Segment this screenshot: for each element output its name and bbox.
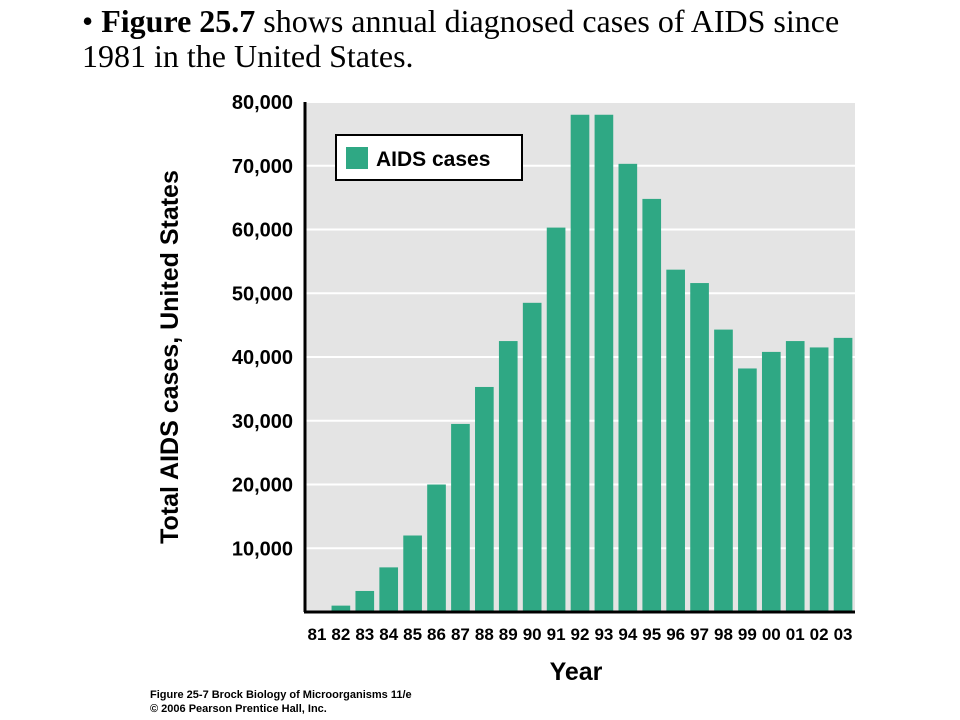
x-tick-label: 02 [810, 625, 829, 644]
x-tick-label: 92 [571, 625, 590, 644]
x-tick-label: 03 [834, 625, 853, 644]
bar [546, 227, 566, 612]
y-tick-label: 60,000 [232, 220, 293, 242]
bar [594, 114, 614, 612]
x-tick-label: 97 [690, 625, 709, 644]
x-tick-label: 00 [762, 625, 781, 644]
y-tick-label: 20,000 [232, 475, 293, 497]
y-tick-label: 70,000 [232, 156, 293, 178]
y-tick-label: 40,000 [232, 347, 293, 369]
figure-reference: Figure 25.7 [101, 3, 256, 39]
bar [714, 329, 733, 612]
x-tick-labels: 81 82 83 84 85 86 87 88 89 90 91 92 93 94 95 96 97 98 99 00… [307, 625, 852, 644]
credit-line-1: Figure 25-7 Brock Biology of Microorgani… [150, 689, 412, 701]
x-tick-label: 88 [475, 625, 494, 644]
bar [379, 567, 399, 612]
figure-credit: Figure 25-7 Brock Biology of Microorgani… [150, 688, 412, 716]
y-tick-label: 80,000 [232, 92, 293, 114]
x-tick-label: 83 [355, 625, 374, 644]
bar [355, 590, 375, 612]
x-tick-label: 81 [307, 625, 326, 644]
y-tick-label: 10,000 [232, 538, 293, 560]
bar [761, 351, 781, 612]
bar [833, 337, 853, 612]
y-tick-label: 50,000 [232, 283, 293, 305]
x-tick-label: 89 [499, 625, 518, 644]
x-tick-label: 93 [594, 625, 613, 644]
bar [331, 605, 351, 612]
bullet-glyph: • [82, 3, 94, 39]
bar [403, 535, 422, 612]
bar [451, 423, 470, 612]
x-tick-label: 95 [642, 625, 661, 644]
y-tick-label: 30,000 [232, 411, 293, 433]
x-axis-title: Year [550, 658, 603, 686]
x-tick-label: 87 [451, 625, 470, 644]
x-tick-label: 96 [666, 625, 685, 644]
x-tick-label: 86 [427, 625, 446, 644]
x-tick-label: 84 [379, 625, 398, 644]
x-tick-label: 01 [786, 625, 805, 644]
bar [785, 341, 805, 612]
bar [475, 386, 494, 612]
y-tick-labels: 10,000 20,000 30,000 40,000 50,000 60,000 70,0… [232, 92, 293, 560]
bar [666, 269, 685, 612]
bar [690, 283, 709, 612]
x-tick-label: 90 [523, 625, 542, 644]
credit-line-2: © 2006 Pearson Prentice Hall, Inc. [150, 703, 327, 715]
legend-swatch [346, 147, 368, 169]
legend-label: AIDS cases [376, 148, 490, 171]
y-axis-title: Total AIDS cases, United States [156, 170, 184, 544]
bar [618, 163, 638, 612]
bars [331, 114, 853, 612]
bullet-body: shows annual diagnosed cases of AIDS sin… [82, 3, 840, 74]
x-tick-label: 82 [331, 625, 350, 644]
bar [498, 341, 518, 612]
bar [642, 198, 662, 612]
bar [738, 368, 757, 612]
bar [570, 114, 590, 612]
axes [303, 102, 855, 614]
bar [427, 484, 446, 612]
x-tick-label: 91 [547, 625, 566, 644]
slide-bullet-text: • Figure 25.7 shows annual diagnosed cas… [82, 4, 902, 74]
x-tick-label: 85 [403, 625, 422, 644]
bar [522, 302, 542, 612]
legend: AIDS cases [335, 134, 523, 181]
bar [809, 347, 829, 612]
x-tick-label: 99 [738, 625, 757, 644]
x-tick-label: 98 [714, 625, 733, 644]
x-tick-label: 94 [618, 625, 637, 644]
